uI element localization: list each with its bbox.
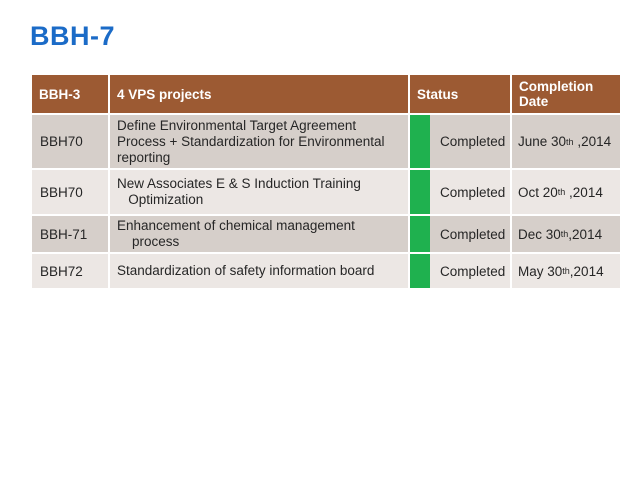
column-header-status: Status xyxy=(410,75,510,113)
project-name-cell: Enhancement of chemical management proce… xyxy=(110,216,408,252)
date-text: May 30 xyxy=(518,263,563,279)
status-cell: Completed xyxy=(410,254,510,288)
column-header-completion-date: Completion Date xyxy=(512,75,620,113)
project-id-cell: BBH70 xyxy=(32,170,108,214)
project-id-cell: BBH-71 xyxy=(32,216,108,252)
project-name-cell: Define Environmental Target Agreement Pr… xyxy=(110,115,408,168)
status-indicator-bar xyxy=(410,115,430,168)
status-cell: Completed xyxy=(410,115,510,168)
status-indicator-bar xyxy=(410,254,430,288)
page-title: BBH-7 xyxy=(30,21,116,51)
status-indicator-bar xyxy=(410,170,430,214)
project-name-cell: Standardization of safety information bo… xyxy=(110,254,408,288)
date-year: ,2014 xyxy=(568,226,603,242)
status-label: Completed xyxy=(440,134,506,149)
date-year: ,2014 xyxy=(573,134,612,149)
column-header-projects: 4 VPS projects xyxy=(110,75,408,113)
status-label: Completed xyxy=(440,263,506,279)
project-name-cell: New Associates E & S Induction Training … xyxy=(110,170,408,214)
status-cell: Completed xyxy=(410,170,510,214)
status-indicator-bar xyxy=(410,216,430,252)
column-header-bbh-3: BBH-3 xyxy=(32,75,108,113)
status-cell: Completed xyxy=(410,216,510,252)
date-text: Oct 20 xyxy=(518,184,558,200)
date-year: ,2014 xyxy=(569,263,604,279)
project-id-cell: BBH70 xyxy=(32,115,108,168)
status-label: Completed xyxy=(440,184,506,200)
date-text: Dec 30 xyxy=(518,226,561,242)
project-id-cell: BBH72 xyxy=(32,254,108,288)
status-label: Completed xyxy=(440,226,506,242)
date-text: June 30 xyxy=(518,134,567,149)
date-year: ,2014 xyxy=(565,184,603,200)
projects-table: BBH-3 4 VPS projects Status Completion D… xyxy=(32,75,620,288)
